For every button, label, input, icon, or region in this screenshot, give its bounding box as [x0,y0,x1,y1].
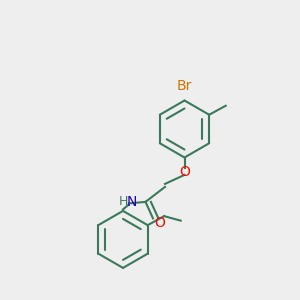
Text: O: O [154,216,165,230]
Text: H: H [118,195,128,208]
Text: N: N [126,195,136,209]
Text: Br: Br [177,80,192,93]
Text: O: O [179,165,190,179]
